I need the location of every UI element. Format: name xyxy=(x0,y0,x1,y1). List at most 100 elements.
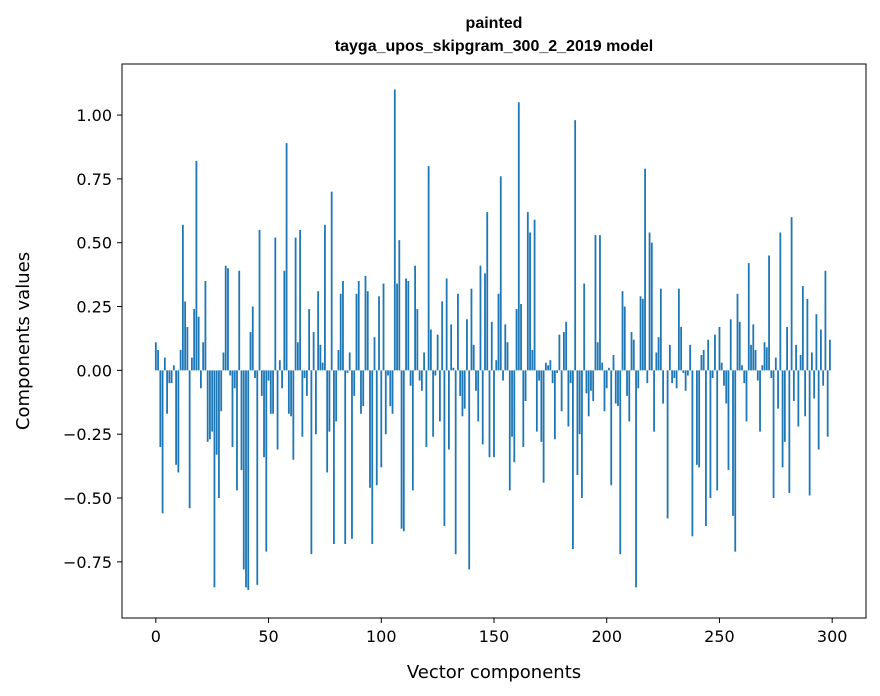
bar xyxy=(163,357,166,371)
bar xyxy=(572,370,574,550)
bar xyxy=(626,370,628,396)
bar xyxy=(375,370,378,486)
bar xyxy=(641,298,644,371)
bar xyxy=(617,370,619,407)
bar xyxy=(648,232,651,371)
bar xyxy=(344,370,347,544)
bar xyxy=(772,370,775,499)
bar xyxy=(429,329,432,371)
y-tick-label: 0.25 xyxy=(76,298,112,317)
bar xyxy=(745,370,748,422)
bar xyxy=(366,291,369,371)
bar xyxy=(553,370,556,440)
bar xyxy=(181,224,184,371)
bar xyxy=(308,309,311,371)
bar xyxy=(292,370,295,460)
bar xyxy=(630,332,633,371)
bar xyxy=(481,370,484,445)
bar xyxy=(360,370,362,414)
bar xyxy=(666,370,669,519)
bar xyxy=(463,370,466,409)
bar xyxy=(490,321,493,371)
x-axis: 0 50 100 150 200 250 300 xyxy=(151,618,847,646)
bar xyxy=(770,370,773,379)
bar xyxy=(407,281,410,371)
bar xyxy=(204,281,207,371)
bar xyxy=(662,370,664,404)
bar xyxy=(689,344,692,371)
bar xyxy=(166,370,168,414)
bar xyxy=(608,367,610,371)
bar xyxy=(774,357,777,371)
bar xyxy=(448,370,450,450)
bar xyxy=(752,324,755,371)
bar xyxy=(170,370,173,384)
bar xyxy=(161,370,164,514)
bar xyxy=(614,370,617,404)
bar xyxy=(592,370,595,401)
bar xyxy=(698,370,701,468)
bar xyxy=(743,370,746,384)
bar xyxy=(231,370,234,447)
bar xyxy=(558,334,561,371)
bar xyxy=(632,339,635,371)
bar xyxy=(224,265,227,371)
bar xyxy=(438,370,441,422)
plot-frame xyxy=(121,63,867,619)
bar xyxy=(218,370,220,499)
bar xyxy=(560,370,563,412)
bar xyxy=(466,319,468,371)
bar xyxy=(486,212,489,371)
bar xyxy=(339,293,342,371)
bar xyxy=(227,268,229,371)
bar xyxy=(551,370,554,384)
bar xyxy=(337,349,340,371)
bar xyxy=(263,370,265,458)
bar xyxy=(418,370,421,381)
bar xyxy=(454,370,457,555)
bar xyxy=(423,352,426,371)
bar xyxy=(459,370,462,396)
bar xyxy=(362,370,365,407)
bar xyxy=(675,370,678,389)
bar xyxy=(511,370,513,437)
bar xyxy=(157,349,159,371)
bar xyxy=(479,265,482,371)
bar xyxy=(475,370,477,391)
bar xyxy=(702,349,705,371)
bar xyxy=(256,370,259,585)
bar xyxy=(184,301,187,371)
bar xyxy=(795,344,798,371)
bar xyxy=(443,370,446,527)
x-tick-label: 0 xyxy=(151,627,161,646)
bar xyxy=(720,362,723,371)
bar xyxy=(783,370,786,442)
bar xyxy=(529,232,531,371)
x-tick-label: 50 xyxy=(258,627,278,646)
bar xyxy=(405,278,407,371)
bar xyxy=(824,270,827,371)
bar xyxy=(522,370,525,447)
bar xyxy=(621,291,624,371)
bar xyxy=(179,349,182,371)
bar xyxy=(668,344,671,371)
bar xyxy=(348,352,351,371)
y-axis-label: Components values xyxy=(13,252,34,430)
bar xyxy=(414,265,416,371)
bar xyxy=(445,278,448,371)
bar xyxy=(468,370,471,570)
bar xyxy=(213,370,216,588)
bar xyxy=(639,296,642,371)
chart-title-line2: tayga_upos_skipgram_300_2_2019 model xyxy=(335,38,653,55)
bar xyxy=(321,362,324,371)
bar xyxy=(684,370,687,391)
bar xyxy=(247,370,250,590)
bar xyxy=(272,370,274,414)
bar xyxy=(436,334,439,371)
bar xyxy=(168,370,171,384)
bar xyxy=(576,370,579,476)
bar xyxy=(788,370,791,493)
bar xyxy=(801,286,804,371)
bar xyxy=(826,370,829,437)
bar xyxy=(531,349,534,371)
